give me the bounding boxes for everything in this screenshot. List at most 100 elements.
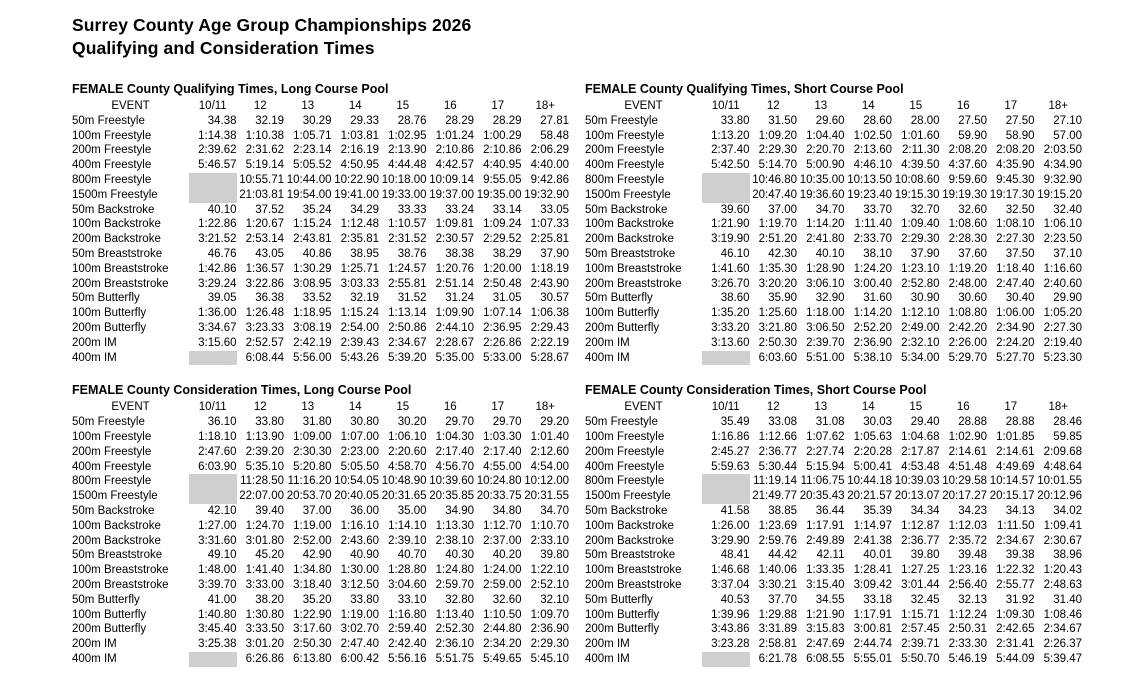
event-row: 50m Freestyle 34.38 32.19 30.29 29.33 28.76 28… bbox=[72, 114, 569, 129]
time-cell: 2:26.37 bbox=[1043, 638, 1082, 651]
time-cell: 10:44.18 bbox=[847, 475, 892, 488]
event-name-cell: 50m Backstroke bbox=[72, 203, 155, 216]
event-row: 1500m Freestyle 21:03.81 19:54.00 19:41.00 1… bbox=[72, 187, 569, 203]
column-header-event: EVENT bbox=[111, 100, 150, 112]
time-cell: 1:18.40 bbox=[996, 262, 1035, 275]
time-cell: 29.70 bbox=[492, 416, 522, 429]
time-cell: 2:33.10 bbox=[530, 534, 569, 547]
time-cell: 2:25.81 bbox=[530, 233, 569, 246]
time-cell: 4:55.00 bbox=[483, 460, 522, 473]
time-cell: 2:36.90 bbox=[530, 623, 569, 636]
time-cell: 1:17.91 bbox=[806, 519, 845, 532]
event-row: 100m Backstroke 1:27.00 1:24.70 1:19.00 1:16… bbox=[72, 519, 569, 534]
time-cell: 1:13.40 bbox=[435, 608, 474, 621]
time-cell: 1:13.14 bbox=[388, 307, 427, 320]
time-cell: 43.05 bbox=[255, 247, 284, 260]
event-row: 50m Backstroke 42.10 39.40 37.00 36.00 35.00 3… bbox=[72, 504, 569, 519]
time-cell: 2:44.80 bbox=[483, 623, 522, 636]
time-cell: 29.20 bbox=[540, 416, 569, 429]
time-cell: 1:09.24 bbox=[483, 218, 522, 231]
time-cell: 28.76 bbox=[397, 114, 427, 127]
time-cell: 3:33.00 bbox=[245, 578, 284, 591]
event-name-cell: 200m Freestyle bbox=[72, 445, 152, 458]
column-header-age-group: 14 bbox=[861, 401, 875, 414]
time-cell: 1:42.86 bbox=[198, 262, 237, 275]
time-cell: 36.44 bbox=[815, 504, 845, 517]
column-header-age-group: 10/11 bbox=[198, 401, 227, 414]
time-cell: 2:20.60 bbox=[388, 445, 427, 458]
time-cell: 1:21.90 bbox=[806, 608, 845, 621]
event-row: 400m IM 6:26.86 6:13.80 6:00.42 5:56.16 5:51.… bbox=[72, 651, 569, 667]
time-cell: 34.34 bbox=[910, 504, 940, 517]
time-cell: 1:26.00 bbox=[711, 519, 750, 532]
column-header-age-group: 18+ bbox=[1048, 401, 1068, 414]
time-cell: 1:07.33 bbox=[530, 218, 569, 231]
time-cell: 20:12.96 bbox=[1037, 490, 1082, 503]
time-cell: 2:31.62 bbox=[245, 144, 284, 157]
time-cell: 2:29.30 bbox=[758, 144, 797, 157]
time-cell: 1:46.68 bbox=[711, 564, 750, 577]
time-cell: 32.40 bbox=[1053, 203, 1082, 216]
event-name-cell: 100m Breaststroke bbox=[585, 564, 682, 577]
time-cell: 1:14.97 bbox=[853, 519, 892, 532]
time-cell: 9:42.86 bbox=[530, 173, 569, 186]
time-cell: 1:21.90 bbox=[711, 218, 750, 231]
time-cell: 30.60 bbox=[958, 292, 987, 305]
time-cell: 4:48.64 bbox=[1043, 460, 1082, 473]
time-cell: 4:51.48 bbox=[948, 460, 987, 473]
blank-time-cell bbox=[702, 172, 750, 188]
time-cell: 1:17.91 bbox=[853, 608, 892, 621]
time-cell: 5:51.75 bbox=[435, 652, 474, 665]
event-name-cell: 100m Butterfly bbox=[585, 608, 660, 621]
event-row: 200m Freestyle 2:45.27 2:36.77 2:27.74 2:20.… bbox=[585, 445, 1082, 460]
time-cell: 5:42.50 bbox=[711, 159, 750, 172]
section-title: FEMALE County Consideration Times, Short… bbox=[585, 383, 927, 398]
event-name-cell: 400m IM bbox=[585, 351, 630, 364]
time-cell: 34.70 bbox=[815, 203, 845, 216]
time-cell: 2:53.14 bbox=[245, 233, 284, 246]
time-cell: 31.60 bbox=[863, 292, 892, 305]
time-cell: 2:28.67 bbox=[435, 336, 474, 349]
time-cell: 6:03.60 bbox=[758, 351, 797, 364]
time-cell: 2:12.60 bbox=[530, 445, 569, 458]
time-cell: 10:12.00 bbox=[524, 475, 569, 488]
time-cell: 28.46 bbox=[1053, 416, 1082, 429]
time-cell: 40.53 bbox=[720, 593, 750, 606]
time-cell: 34.70 bbox=[540, 504, 569, 517]
blank-time-cell bbox=[702, 350, 750, 366]
time-cell: 1:23.16 bbox=[948, 564, 987, 577]
time-cell: 2:58.81 bbox=[758, 638, 797, 651]
consideration-short-course-section: FEMALE County Consideration Times, Short… bbox=[585, 382, 1082, 667]
time-cell: 33.14 bbox=[492, 203, 522, 216]
time-cell: 33.08 bbox=[768, 416, 797, 429]
time-cell: 40.90 bbox=[350, 549, 379, 562]
time-cell: 42.11 bbox=[816, 549, 845, 562]
time-cell: 4:42.57 bbox=[435, 159, 474, 172]
time-cell: 1:02.95 bbox=[388, 129, 427, 142]
time-cell: 2:52.80 bbox=[901, 277, 940, 290]
time-cell: 19:41.00 bbox=[334, 188, 379, 201]
column-header-event: EVENT bbox=[624, 100, 663, 112]
time-cell: 3:02.70 bbox=[340, 623, 379, 636]
time-cell: 28.29 bbox=[445, 114, 474, 127]
time-cell: 11:19.14 bbox=[753, 475, 797, 488]
time-cell: 1:25.71 bbox=[340, 262, 379, 275]
time-cell: 3:23.28 bbox=[711, 638, 750, 651]
time-cell: 32.70 bbox=[910, 203, 940, 216]
time-cell: 1:14.20 bbox=[806, 218, 845, 231]
time-cell: 3:17.60 bbox=[293, 623, 332, 636]
time-cell: 3:15.60 bbox=[198, 336, 237, 349]
time-cell: 6:08.44 bbox=[245, 351, 284, 364]
time-cell: 1:23.69 bbox=[758, 519, 797, 532]
time-cell: 1:18.19 bbox=[530, 262, 569, 275]
time-cell: 57.00 bbox=[1053, 129, 1082, 142]
time-cell: 1:09.20 bbox=[758, 129, 797, 142]
time-cell: 1:13.20 bbox=[711, 129, 750, 142]
time-cell: 1:05.71 bbox=[293, 129, 332, 142]
event-name-cell: 800m Freestyle bbox=[585, 475, 665, 488]
time-cell: 1:12.87 bbox=[901, 519, 940, 532]
time-cell: 10:09.14 bbox=[429, 173, 474, 186]
time-cell: 2:11.30 bbox=[901, 144, 940, 157]
time-cell: 31.24 bbox=[445, 292, 474, 305]
time-cell: 36.00 bbox=[350, 504, 379, 517]
